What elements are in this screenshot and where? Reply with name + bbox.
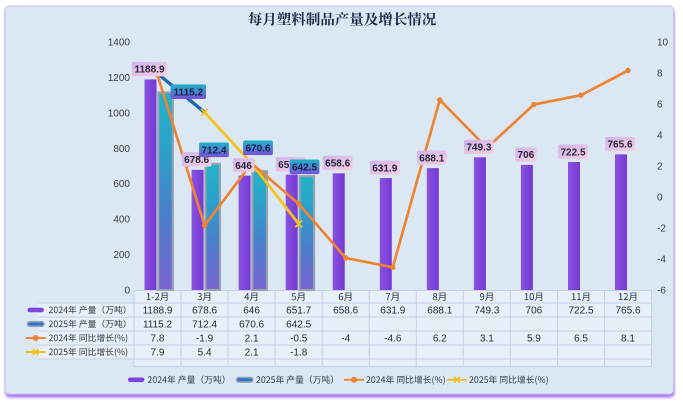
svg-text:658.6: 658.6 [325,159,350,170]
svg-text:6: 6 [657,100,663,111]
svg-text:10: 10 [657,38,669,49]
svg-text:749.3: 749.3 [474,306,499,317]
svg-text:400: 400 [113,215,130,226]
svg-text:-0.5: -0.5 [290,334,308,345]
svg-text:6.5: 6.5 [574,334,588,345]
svg-text:200: 200 [113,250,130,261]
svg-text:658.6: 658.6 [333,306,358,317]
svg-text:706: 706 [518,150,535,161]
svg-text:1200: 1200 [108,73,131,84]
svg-text:688.1: 688.1 [427,306,452,317]
svg-text:-1.9: -1.9 [196,334,214,345]
svg-text:2.1: 2.1 [245,348,259,359]
svg-text:-6: -6 [657,286,666,297]
svg-text:-1.8: -1.8 [290,348,308,359]
svg-text:642.5: 642.5 [286,320,311,331]
svg-text:-4.6: -4.6 [384,334,402,345]
svg-text:1400: 1400 [108,38,131,49]
svg-text:1000: 1000 [108,108,131,119]
svg-text:8.1: 8.1 [621,334,635,345]
svg-text:1115.2: 1115.2 [143,320,173,331]
svg-text:0: 0 [124,286,130,297]
svg-text:631.9: 631.9 [372,163,397,174]
svg-text:678.6: 678.6 [184,155,209,166]
svg-text:688.1: 688.1 [419,153,444,164]
svg-text:7.8: 7.8 [151,334,165,345]
svg-text:651.7: 651.7 [286,306,311,317]
svg-text:5.9: 5.9 [527,334,541,345]
svg-text:8: 8 [657,69,663,80]
svg-text:646: 646 [243,306,260,317]
svg-text:1115.2: 1115.2 [174,88,204,99]
svg-text:0: 0 [657,193,663,204]
svg-text:706: 706 [526,306,543,317]
svg-text:3.1: 3.1 [480,334,494,345]
svg-text:-4: -4 [341,334,350,345]
svg-text:765.6: 765.6 [607,140,632,151]
svg-text:4: 4 [657,131,663,142]
svg-text:765.6: 765.6 [615,306,640,317]
svg-text:800: 800 [113,144,130,155]
svg-text:2: 2 [657,162,663,173]
svg-text:722.5: 722.5 [560,147,585,158]
svg-text:-4: -4 [657,255,666,266]
svg-text:1188.9: 1188.9 [143,306,173,317]
svg-text:722.5: 722.5 [568,306,593,317]
svg-text:678.6: 678.6 [192,306,217,317]
svg-text:646: 646 [235,161,252,172]
svg-text:642.5: 642.5 [292,163,317,174]
svg-text:1188.9: 1188.9 [134,65,164,76]
svg-text:5.4: 5.4 [198,348,212,359]
svg-text:631.9: 631.9 [380,306,405,317]
svg-text:712.4: 712.4 [201,146,226,157]
svg-text:-2: -2 [657,224,666,235]
svg-text:670.6: 670.6 [245,144,270,155]
svg-text:749.3: 749.3 [466,143,491,154]
svg-text:2.1: 2.1 [245,334,259,345]
svg-text:712.4: 712.4 [192,320,217,331]
svg-text:670.6: 670.6 [239,320,264,331]
svg-text:600: 600 [113,179,130,190]
svg-text:6.2: 6.2 [433,334,447,345]
svg-text:7.9: 7.9 [151,348,165,359]
